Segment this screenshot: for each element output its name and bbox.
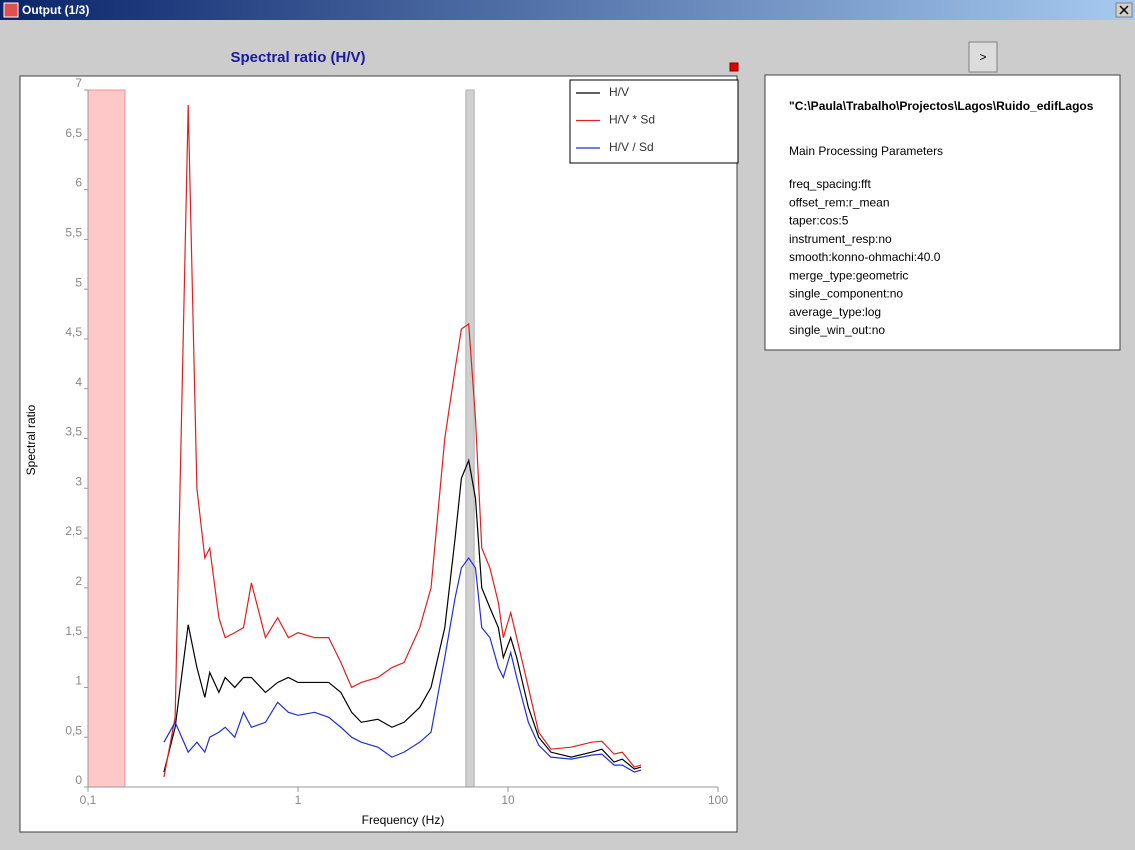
window-title: Output (1/3) xyxy=(22,3,89,17)
info-heading: Main Processing Parameters xyxy=(789,144,943,158)
y-tick-label: 6 xyxy=(75,176,82,190)
next-button[interactable]: > xyxy=(968,41,998,73)
series-line xyxy=(163,458,642,773)
parameter: single_win_out:no xyxy=(789,323,885,337)
x-tick-label: 10 xyxy=(501,793,515,807)
chart-panel xyxy=(19,75,738,833)
x-axis-label: Frequency (Hz) xyxy=(362,813,445,827)
y-tick-label: 6,5 xyxy=(65,126,82,140)
x-tick-label: 100 xyxy=(708,793,728,807)
y-tick-label: 5,5 xyxy=(65,226,82,240)
legend-label: H/V / Sd xyxy=(609,140,654,154)
y-tick-label: 7 xyxy=(75,76,82,90)
x-tick-label: 0,1 xyxy=(80,793,97,807)
y-tick-label: 3,5 xyxy=(65,425,82,439)
close-button[interactable] xyxy=(1115,2,1133,18)
shaded-region xyxy=(87,89,126,788)
parameter: instrument_resp:no xyxy=(789,232,892,246)
parameter: smooth:konno-ohmachi:40.0 xyxy=(789,250,941,264)
y-tick-label: 2 xyxy=(75,574,82,588)
x-tick-label: 1 xyxy=(295,793,302,807)
plot: 0 0,5 1 1,5 2 2,5 3 3,5 4 4,5 5 5,5 6 6,5 7 0,1 1 10 100 Fr… xyxy=(24,76,739,827)
parameter: merge_type:geometric xyxy=(789,268,908,282)
series-line xyxy=(163,556,642,773)
y-tick-label: 0 xyxy=(75,773,82,787)
legend-label: H/V * Sd xyxy=(609,113,655,127)
y-tick-label: 1 xyxy=(75,674,82,688)
y-tick-label: 0,5 xyxy=(65,723,82,737)
y-tick-label: 3 xyxy=(75,474,82,488)
parameter: average_type:log xyxy=(789,305,881,319)
legend-box xyxy=(569,79,739,164)
chart-title: Spectral ratio (H/V) xyxy=(230,49,365,66)
y-tick-label: 4 xyxy=(75,375,82,389)
parameter: freq_spacing:fft xyxy=(789,177,871,191)
info-text: "C:\Paula\Trabalho\Projectos\Lagos\Ruido… xyxy=(789,99,1094,337)
shaded-region xyxy=(465,89,475,788)
y-axis-label: Spectral ratio xyxy=(24,404,38,475)
info-panel xyxy=(764,74,1121,351)
parameter: taper:cos:5 xyxy=(789,214,849,228)
y-tick-label: 2,5 xyxy=(65,524,82,538)
next-button-label[interactable]: > xyxy=(979,50,986,64)
status-indicator xyxy=(729,62,739,72)
parameter: offset_rem:r_mean xyxy=(789,195,890,209)
info-path: "C:\Paula\Trabalho\Projectos\Lagos\Ruido… xyxy=(789,99,1094,113)
y-tick-label: 5 xyxy=(75,275,82,289)
series-line xyxy=(163,104,642,778)
app-icon xyxy=(3,2,19,18)
legend-label: H/V xyxy=(609,85,629,99)
y-tick-label: 1,5 xyxy=(65,624,82,638)
parameter: single_component:no xyxy=(789,287,903,301)
title-bar xyxy=(0,0,1135,20)
y-tick-label: 4,5 xyxy=(65,325,82,339)
